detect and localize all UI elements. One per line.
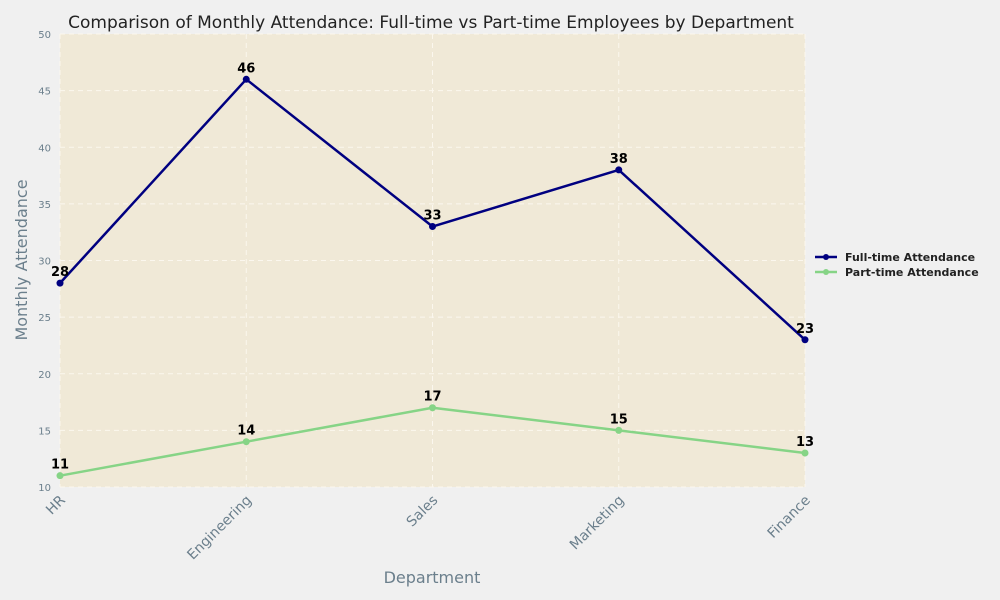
y-tick-label: 10 — [38, 483, 51, 494]
data-label: 11 — [51, 458, 69, 473]
data-point — [56, 472, 64, 480]
y-axis-label: Monthly Attendance — [12, 179, 31, 340]
data-labels: 28 46 33 38 23 11 14 17 15 13 — [51, 61, 814, 472]
data-label: 14 — [237, 424, 255, 439]
data-label: 28 — [51, 265, 69, 280]
data-point — [429, 404, 436, 412]
y-tick-label: 50 — [38, 30, 51, 41]
y-tick-label: 20 — [38, 370, 51, 381]
y-tick-label: 45 — [38, 87, 51, 98]
data-point — [429, 223, 436, 231]
data-point — [242, 75, 250, 83]
data-label: 38 — [610, 152, 628, 167]
x-tick-label: Marketing — [567, 493, 628, 554]
legend-label: Part-time Attendance — [845, 266, 979, 279]
data-label: 23 — [796, 322, 814, 337]
x-tick-label: Engineering — [184, 493, 255, 564]
data-label: 15 — [610, 412, 628, 427]
x-axis-ticks: HR Engineering Sales Marketing Finance — [43, 492, 814, 563]
chart-title: Comparison of Monthly Attendance: Full-t… — [68, 13, 794, 33]
data-point — [801, 336, 809, 344]
grid — [59, 33, 806, 488]
data-label: 17 — [423, 390, 441, 405]
data-label: 46 — [237, 61, 255, 76]
x-tick-label: Finance — [765, 493, 814, 542]
x-tick-label: Sales — [404, 493, 442, 531]
data-point — [801, 449, 809, 457]
legend-swatch-marker — [823, 254, 829, 260]
data-label: 33 — [423, 209, 441, 224]
data-point — [615, 426, 623, 434]
y-tick-label: 35 — [38, 200, 51, 211]
legend: Full-time Attendance Part-time Attendance — [815, 251, 979, 279]
data-point — [242, 438, 250, 446]
data-label: 13 — [796, 435, 814, 450]
y-tick-label: 15 — [38, 426, 51, 437]
x-tick-label: HR — [43, 492, 69, 518]
legend-label: Full-time Attendance — [845, 251, 975, 264]
series-group — [56, 75, 809, 480]
y-tick-label: 40 — [38, 143, 51, 154]
data-point — [615, 166, 623, 174]
y-tick-label: 30 — [38, 257, 51, 268]
x-axis-label: Department — [384, 568, 481, 587]
y-axis-ticks: 10 15 20 25 30 35 40 45 50 — [38, 30, 51, 494]
data-point — [56, 279, 64, 287]
legend-swatch-marker — [823, 269, 829, 275]
y-tick-label: 25 — [38, 313, 51, 324]
